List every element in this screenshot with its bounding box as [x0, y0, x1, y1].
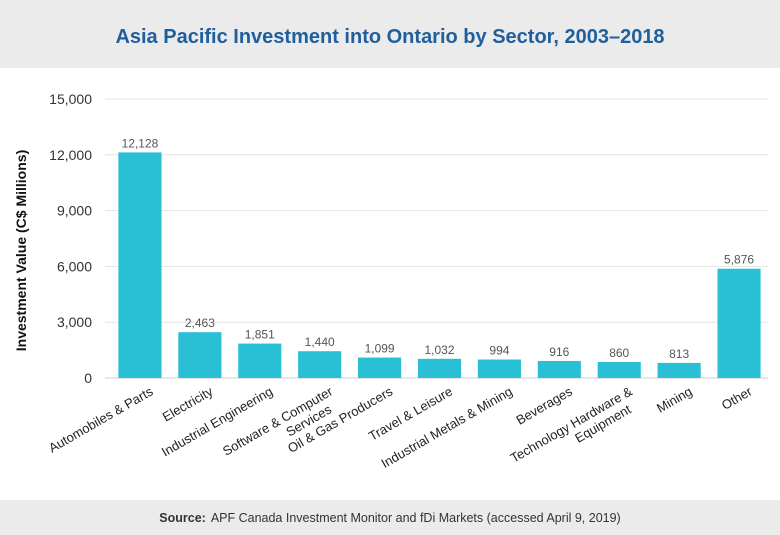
source-label: Source:	[159, 510, 206, 525]
data-label: 1,851	[245, 328, 275, 342]
x-tick-label-line: Other	[719, 383, 755, 413]
data-label: 860	[609, 346, 629, 360]
data-label: 1,032	[424, 343, 454, 357]
bar	[178, 332, 222, 378]
data-label: 916	[549, 345, 569, 359]
y-tick-label: 3,000	[57, 314, 92, 330]
bar	[597, 362, 641, 378]
bar	[358, 357, 402, 378]
x-tick-label: Mining	[654, 384, 695, 416]
bar	[717, 268, 761, 378]
chart-header: Asia Pacific Investment into Ontario by …	[0, 0, 780, 68]
data-label: 2,463	[185, 316, 215, 330]
bar	[238, 343, 282, 378]
y-tick-label: 0	[84, 370, 92, 386]
y-axis-title: Investment Value (C$ Millions)	[13, 150, 29, 352]
y-tick-label: 12,000	[49, 147, 92, 163]
y-tick-label: 15,000	[49, 91, 92, 107]
bar-chart: 0 3,000 6,000 9,000 12,000 15,000 Investment V…	[13, 91, 768, 478]
bar	[537, 360, 581, 378]
x-tick-label: Technology Hardware &Equipment	[508, 383, 643, 478]
chart-title: Asia Pacific Investment into Ontario by …	[115, 25, 665, 48]
y-tick-label: 6,000	[57, 258, 92, 274]
chart-footer: Source: APF Canada Investment Monitor an…	[0, 500, 780, 535]
x-tick-label: Automobiles & Parts	[46, 383, 156, 455]
data-label: 1,440	[305, 335, 335, 349]
data-label: 1,099	[365, 342, 395, 356]
bar	[298, 351, 342, 378]
x-tick-label: Other	[719, 383, 755, 413]
data-label: 994	[489, 344, 509, 358]
x-tick-label-line: Industrial Engineering	[159, 384, 275, 460]
bar	[417, 358, 462, 378]
bar	[657, 362, 701, 378]
x-tick-label-line: Automobiles & Parts	[46, 383, 156, 455]
data-label: 813	[669, 347, 689, 361]
bar	[118, 152, 162, 378]
data-label: 5,876	[724, 253, 754, 267]
source-text: APF Canada Investment Monitor and fDi Ma…	[210, 510, 621, 525]
x-tick-label: Industrial Engineering	[159, 384, 275, 460]
data-label: 12,128	[122, 136, 159, 150]
x-tick-label-line: Mining	[654, 384, 695, 416]
y-tick-label: 9,000	[57, 203, 92, 219]
bar	[477, 359, 521, 378]
chart-area: 0 3,000 6,000 9,000 12,000 15,000 Investment V…	[0, 68, 780, 500]
